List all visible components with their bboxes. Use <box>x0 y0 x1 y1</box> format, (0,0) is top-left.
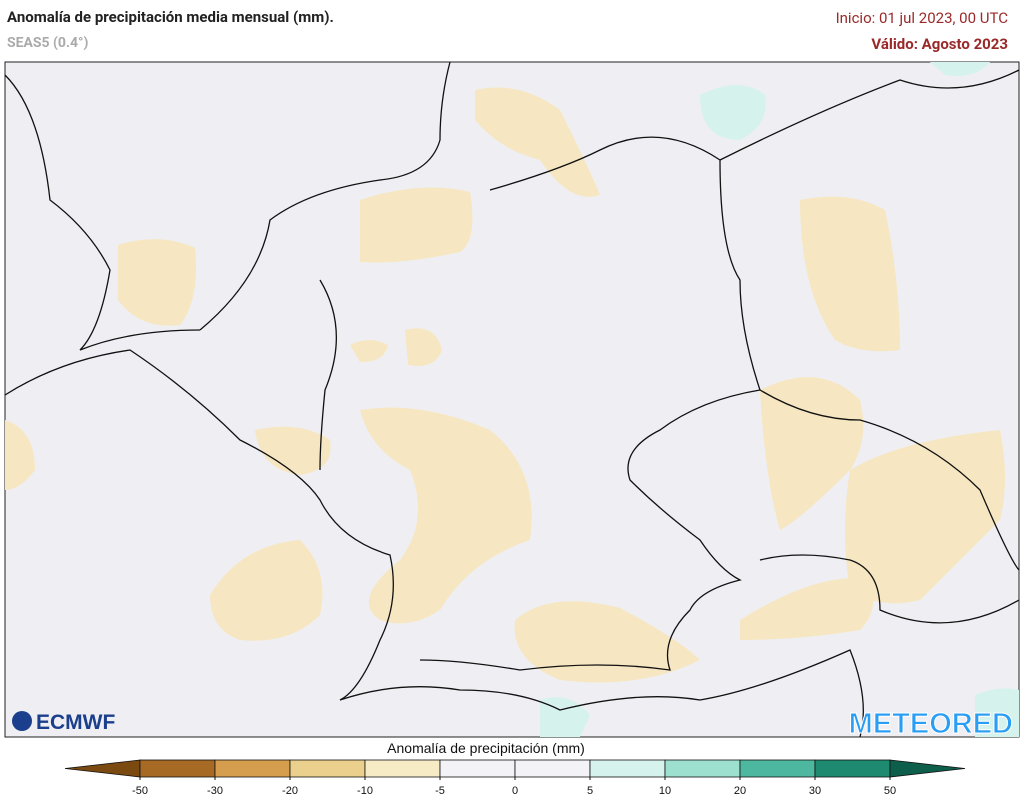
colorbar-tick-label: 0 <box>512 785 518 797</box>
init-date: Inicio: 01 jul 2023, 00 UTC <box>835 9 1008 27</box>
map-title: Anomalía de precipitación media mensual … <box>7 8 334 26</box>
map-subtitle: SEAS5 (0.4°) <box>7 35 89 51</box>
colorbar-segment <box>139 759 216 778</box>
colorbar-segment <box>364 759 441 778</box>
colorbar-segment <box>889 759 966 778</box>
colorbar-segment <box>514 759 591 778</box>
legend-label: Anomalía de precipitación (mm) <box>387 740 585 756</box>
colorbar-tick-label: -10 <box>357 785 373 797</box>
ecmwf-logo: ECMWF <box>12 711 115 734</box>
colorbar-segment <box>814 759 891 778</box>
colorbar-tick-label: -20 <box>282 785 298 797</box>
wet-anomaly-areas <box>540 62 1019 737</box>
colorbar-tick-label: -5 <box>435 785 445 797</box>
colorbar-tick-label: 20 <box>734 785 746 797</box>
colorbar-segment <box>664 759 741 778</box>
dry-anomaly-areas <box>5 87 1005 683</box>
colorbar-segment <box>589 759 666 778</box>
colorbar-tick-label: 30 <box>809 785 821 797</box>
colorbar-tick-label: -50 <box>132 785 148 797</box>
colorbar-segment <box>289 759 366 778</box>
colorbar-tick-label: 5 <box>587 785 593 797</box>
valid-date: Válido: Agosto 2023 <box>871 35 1008 53</box>
colorbar-tick-label: 50 <box>884 785 896 797</box>
colorbar-segment <box>439 759 516 778</box>
colorbar-segment <box>64 759 141 778</box>
meteored-logo: METEORED <box>849 708 1013 740</box>
ecmwf-logo-text: ECMWF <box>36 711 115 734</box>
colorbar-tick-label: 10 <box>659 785 671 797</box>
map-frame <box>4 61 1020 738</box>
colorbar: -50 -30 -20 -10 -5 0 5 10 20 30 50 <box>64 759 966 797</box>
colorbar-segment <box>739 759 816 778</box>
colorbar-segment <box>214 759 291 778</box>
borders <box>4 61 1020 738</box>
colorbar-tick-label: -30 <box>207 785 223 797</box>
